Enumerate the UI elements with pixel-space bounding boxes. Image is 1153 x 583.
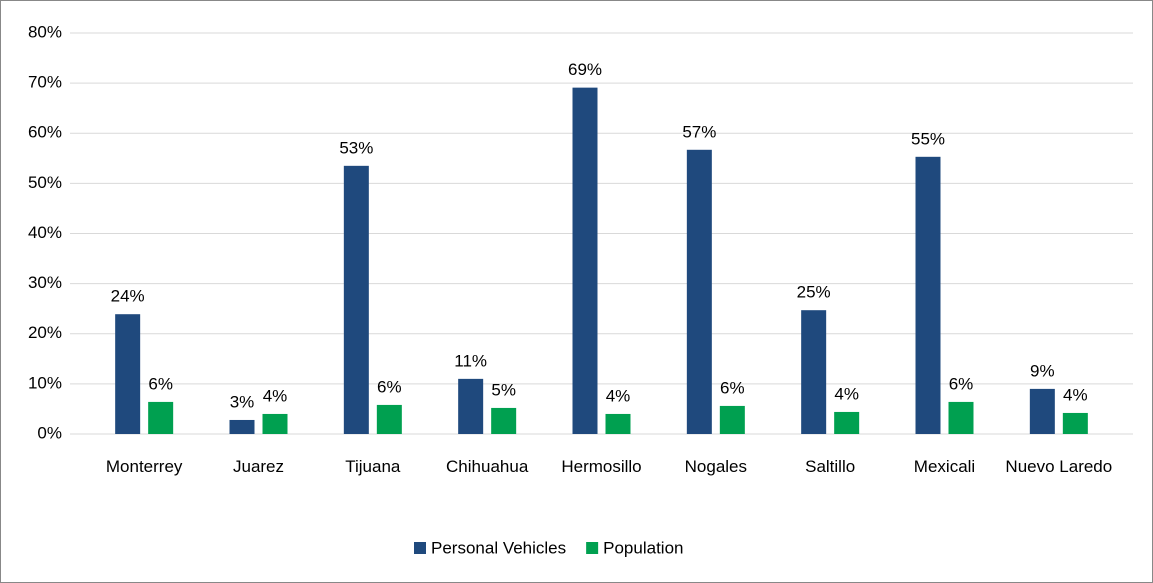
bar [229, 419, 255, 434]
data-label: 25% [797, 283, 831, 302]
x-tick-label: Monterrey [105, 457, 183, 476]
y-tick-label: 50% [28, 173, 62, 192]
x-tick-label: Mexicali [913, 457, 976, 476]
data-label: 3% [230, 392, 255, 411]
data-label: 4% [606, 386, 631, 405]
x-tick-label: Nuevo Laredo [1005, 457, 1113, 476]
x-tick-label: Juarez [232, 457, 285, 476]
bar [572, 87, 598, 434]
bar [686, 149, 712, 434]
legend-swatch [586, 542, 599, 554]
legend-label: Population [603, 538, 683, 557]
data-label: 6% [148, 374, 173, 393]
data-label: 9% [1030, 361, 1055, 380]
x-tick-label: Chihuahua [446, 457, 529, 476]
bar [376, 404, 402, 434]
y-tick-label: 0% [37, 423, 62, 442]
data-label: 53% [339, 138, 373, 157]
data-label: 6% [720, 378, 745, 397]
bar [801, 310, 827, 434]
bar [148, 401, 174, 434]
legend-swatch [414, 542, 426, 554]
data-label: 24% [111, 287, 145, 306]
data-label: 57% [682, 122, 716, 141]
data-label: 6% [949, 374, 974, 393]
bar [343, 165, 369, 435]
bar [834, 411, 860, 434]
x-tick-label: Tijuana [345, 457, 401, 476]
data-label: 4% [834, 384, 859, 403]
data-label: 11% [454, 351, 487, 370]
x-tick-label: Nogales [684, 457, 748, 476]
x-tick-label: Hermosillo [561, 457, 642, 476]
bar [1062, 412, 1088, 434]
bar [491, 407, 517, 434]
y-tick-label: 10% [28, 373, 62, 392]
bar [719, 405, 745, 434]
bar [915, 156, 941, 434]
data-label: 69% [568, 60, 602, 79]
y-tick-label: 20% [28, 323, 62, 342]
y-tick-label: 80% [28, 22, 62, 41]
bar [458, 378, 484, 434]
bar [948, 401, 974, 434]
legend-label: Personal Vehicles [431, 538, 566, 557]
bar [262, 413, 288, 434]
y-tick-label: 30% [28, 273, 62, 292]
bar [115, 314, 141, 434]
data-label: 4% [263, 386, 288, 405]
bar [605, 413, 631, 434]
bar [1029, 388, 1055, 434]
y-tick-label: 40% [28, 223, 62, 242]
y-tick-label: 70% [28, 73, 62, 92]
x-tick-label: Saltillo [805, 457, 856, 476]
data-label: 4% [1063, 385, 1088, 404]
y-tick-label: 60% [28, 123, 62, 142]
data-label: 55% [911, 129, 945, 148]
data-label: 6% [377, 377, 402, 396]
data-label: 5% [491, 380, 516, 399]
